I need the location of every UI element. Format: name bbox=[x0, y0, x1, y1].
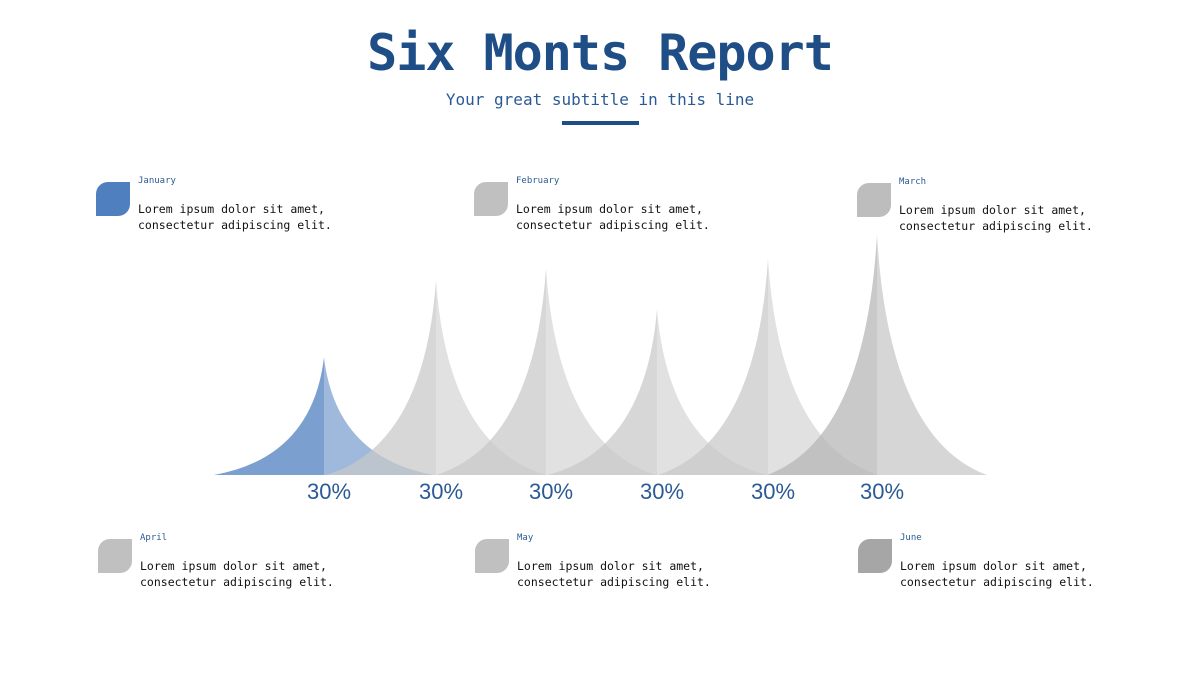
page-title: Six Monts Report bbox=[367, 24, 834, 82]
peak-left-face bbox=[214, 357, 324, 475]
item-text: Lorem ipsum dolor sit amet, consectetur a… bbox=[140, 559, 334, 589]
value-label: 30% bbox=[640, 479, 684, 504]
peak-right-face bbox=[877, 235, 987, 475]
item-month: February bbox=[516, 176, 560, 186]
item-month: April bbox=[140, 533, 168, 543]
value-label: 30% bbox=[751, 479, 795, 504]
peak-january bbox=[214, 357, 434, 475]
item-text: Lorem ipsum dolor sit amet, consectetur a… bbox=[517, 559, 711, 589]
peak-june bbox=[767, 235, 987, 475]
item-month: January bbox=[138, 176, 176, 186]
item-january: January Lorem ipsum dolor sit amet, conse… bbox=[96, 176, 356, 236]
peak-right-face bbox=[436, 280, 546, 475]
leaf-icon bbox=[98, 539, 132, 573]
title-underline bbox=[562, 121, 639, 125]
peak-left-face bbox=[436, 268, 546, 475]
item-text: Lorem ipsum dolor sit amet, consectetur a… bbox=[899, 203, 1093, 233]
leaf-icon bbox=[858, 539, 892, 573]
peak-may bbox=[658, 259, 878, 475]
leaf-icon bbox=[857, 183, 891, 217]
value-label: 30% bbox=[419, 479, 463, 504]
peak-left-face bbox=[658, 259, 768, 475]
item-february: February Lorem ipsum dolor sit amet, cons… bbox=[474, 176, 734, 236]
peak-right-face bbox=[324, 357, 434, 475]
peak-right-face bbox=[546, 268, 656, 475]
item-text: Lorem ipsum dolor sit amet, consectetur a… bbox=[516, 202, 710, 232]
peak-left-face bbox=[767, 235, 877, 475]
page-subtitle: Your great subtitle in this line bbox=[445, 90, 755, 109]
peak-right-face bbox=[768, 259, 878, 475]
value-label: 30% bbox=[307, 479, 351, 504]
item-may: May Lorem ipsum dolor sit amet, consectet… bbox=[475, 533, 735, 593]
leaf-icon bbox=[475, 539, 509, 573]
peak-left-face bbox=[547, 309, 657, 475]
peak-february bbox=[326, 280, 546, 475]
item-month: March bbox=[899, 177, 927, 187]
value-label: 30% bbox=[860, 479, 904, 504]
peak-left-face bbox=[326, 280, 436, 475]
peak-right-face bbox=[657, 309, 767, 475]
item-march: March Lorem ipsum dolor sit amet, consect… bbox=[857, 177, 1117, 237]
item-text: Lorem ipsum dolor sit amet, consectetur a… bbox=[138, 202, 332, 232]
peak-march bbox=[436, 268, 656, 475]
item-text: Lorem ipsum dolor sit amet, consectetur a… bbox=[900, 559, 1094, 589]
item-month: June bbox=[900, 533, 922, 543]
item-april: April Lorem ipsum dolor sit amet, consect… bbox=[98, 533, 358, 593]
peak-april bbox=[547, 309, 767, 475]
value-label: 30% bbox=[529, 479, 573, 504]
item-june: June Lorem ipsum dolor sit amet, consecte… bbox=[858, 533, 1118, 593]
item-month: May bbox=[517, 533, 534, 543]
leaf-icon bbox=[474, 182, 508, 216]
leaf-icon bbox=[96, 182, 130, 216]
